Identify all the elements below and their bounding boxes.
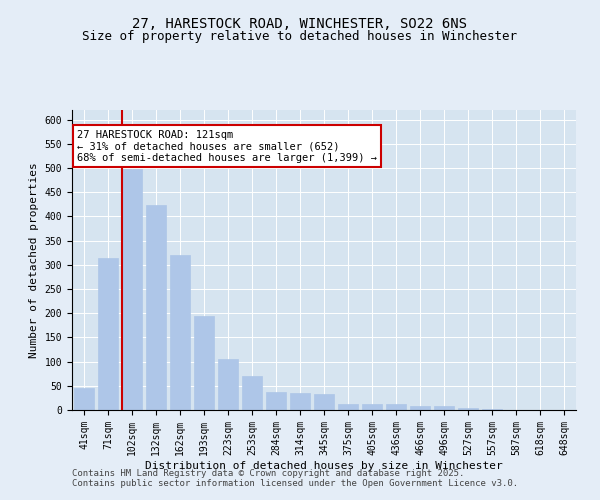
Bar: [410, 406, 430, 410]
Bar: [242, 376, 262, 410]
Bar: [434, 406, 454, 410]
Text: Contains HM Land Registry data © Crown copyright and database right 2025.: Contains HM Land Registry data © Crown c…: [72, 468, 464, 477]
Bar: [74, 388, 94, 410]
Text: Size of property relative to detached houses in Winchester: Size of property relative to detached ho…: [83, 30, 517, 43]
Bar: [146, 206, 166, 410]
Bar: [170, 255, 190, 410]
Bar: [194, 316, 214, 410]
Bar: [218, 359, 238, 410]
Bar: [122, 169, 142, 410]
Bar: [362, 404, 382, 410]
Bar: [386, 404, 406, 410]
Bar: [338, 404, 358, 410]
Text: Contains public sector information licensed under the Open Government Licence v3: Contains public sector information licen…: [72, 478, 518, 488]
Bar: [458, 408, 478, 410]
Bar: [98, 258, 118, 410]
Bar: [290, 393, 310, 410]
Text: 27, HARESTOCK ROAD, WINCHESTER, SO22 6NS: 27, HARESTOCK ROAD, WINCHESTER, SO22 6NS: [133, 18, 467, 32]
X-axis label: Distribution of detached houses by size in Winchester: Distribution of detached houses by size …: [145, 460, 503, 470]
Y-axis label: Number of detached properties: Number of detached properties: [29, 162, 39, 358]
Bar: [266, 392, 286, 410]
Bar: [482, 409, 502, 410]
Text: 27 HARESTOCK ROAD: 121sqm
← 31% of detached houses are smaller (652)
68% of semi: 27 HARESTOCK ROAD: 121sqm ← 31% of detac…: [77, 130, 377, 162]
Bar: [314, 394, 334, 410]
